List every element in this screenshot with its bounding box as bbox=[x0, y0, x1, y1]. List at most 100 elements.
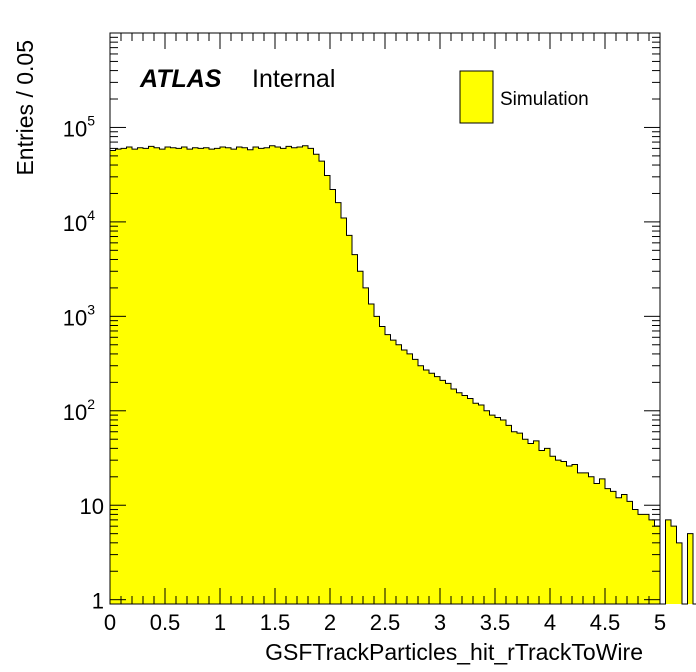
histogram-bin bbox=[324, 175, 331, 604]
histogram-bins bbox=[110, 145, 694, 605]
x-tick-label: 0.5 bbox=[150, 610, 181, 635]
histogram-bin bbox=[616, 497, 622, 604]
histogram-bin bbox=[187, 149, 193, 604]
histogram-bin bbox=[671, 526, 677, 604]
y-tick-label: 104 bbox=[63, 207, 95, 236]
histogram-bin bbox=[390, 340, 397, 604]
histogram-bin bbox=[572, 464, 578, 604]
histogram-bin bbox=[115, 149, 122, 604]
histogram-bin bbox=[214, 148, 221, 604]
histogram-bin bbox=[346, 235, 353, 604]
x-tick-label: 5 bbox=[654, 610, 666, 635]
x-tick-label: 1 bbox=[214, 610, 226, 635]
histogram-bin bbox=[599, 478, 606, 604]
histogram-bin bbox=[649, 519, 655, 604]
atlas-label: ATLAS bbox=[139, 65, 222, 93]
histogram-bin bbox=[665, 519, 672, 604]
histogram-bin bbox=[544, 448, 551, 604]
histogram-bin bbox=[456, 392, 463, 604]
x-tick-label: 2 bbox=[324, 610, 336, 635]
histogram-bin bbox=[352, 254, 358, 604]
y-tick-label: 10 bbox=[80, 494, 104, 519]
histogram-bin bbox=[489, 415, 496, 604]
histogram-bin bbox=[632, 509, 639, 604]
histogram-bin bbox=[209, 149, 215, 604]
x-tick-label: 4.5 bbox=[590, 610, 621, 635]
y-tick-labels: 1 10 102 103 104 105 bbox=[63, 112, 104, 613]
histogram-bin bbox=[500, 419, 507, 604]
histogram-bin bbox=[242, 147, 248, 604]
histogram-bin bbox=[687, 533, 694, 604]
y-tick-label: 103 bbox=[63, 301, 95, 330]
histogram-bin bbox=[407, 353, 413, 604]
histogram-bin bbox=[368, 304, 375, 604]
histogram-bin bbox=[110, 150, 116, 605]
histogram-bin bbox=[539, 450, 545, 604]
histogram-bin bbox=[258, 148, 265, 604]
histogram-bin bbox=[621, 494, 628, 604]
legend-entry-label: Simulation bbox=[500, 89, 589, 110]
histogram-bin bbox=[297, 147, 303, 604]
histogram-bin bbox=[357, 271, 364, 604]
histogram-bin bbox=[159, 149, 166, 604]
x-axis-title: GSFTrackParticles_hit_rTrackToWire bbox=[265, 639, 643, 665]
y-tick-label: 105 bbox=[63, 112, 95, 141]
histogram-bin bbox=[396, 344, 402, 604]
histogram-bin bbox=[280, 148, 287, 604]
x-tick-label: 3.5 bbox=[480, 610, 511, 635]
histogram-bin bbox=[170, 147, 177, 604]
histogram-bin bbox=[517, 433, 523, 604]
histogram-bin bbox=[528, 443, 534, 604]
histogram-bin bbox=[363, 287, 369, 604]
histogram-bin bbox=[132, 149, 138, 604]
histogram-bin bbox=[654, 526, 661, 604]
histogram-bin bbox=[478, 405, 485, 604]
histogram-bin bbox=[676, 542, 683, 604]
histogram-bin bbox=[638, 514, 644, 604]
histogram-bin bbox=[313, 154, 320, 604]
axis-ticks bbox=[109, 32, 661, 605]
histogram-bin bbox=[181, 147, 188, 604]
histogram-bin bbox=[143, 148, 149, 604]
histogram-bin bbox=[594, 483, 600, 604]
histogram-bin bbox=[302, 145, 309, 604]
x-tick-label: 2.5 bbox=[370, 610, 401, 635]
histogram-bin bbox=[148, 146, 155, 604]
histogram-bin bbox=[275, 147, 281, 604]
histogram-bin bbox=[137, 147, 144, 604]
histogram-bin bbox=[588, 476, 595, 604]
histogram-bin bbox=[462, 395, 468, 604]
legend: Simulation bbox=[459, 70, 589, 124]
internal-label: Internal bbox=[252, 65, 335, 93]
histogram-bin bbox=[225, 147, 232, 604]
histogram-bin bbox=[495, 417, 501, 604]
histogram-bin bbox=[467, 398, 474, 604]
histogram-bin bbox=[253, 147, 259, 604]
histogram-outline bbox=[110, 145, 696, 605]
x-tick-label: 0 bbox=[104, 610, 116, 635]
histogram-bin bbox=[440, 380, 446, 604]
histogram-bin bbox=[506, 425, 512, 604]
histogram-bin bbox=[473, 403, 479, 604]
histogram-bin bbox=[247, 149, 254, 604]
histogram-bin bbox=[236, 147, 243, 604]
y-tick-label: 102 bbox=[63, 396, 95, 425]
histogram-bin bbox=[550, 456, 556, 604]
legend-swatch bbox=[459, 70, 494, 124]
histogram-bin bbox=[434, 376, 441, 604]
histogram-bin bbox=[583, 472, 589, 604]
histogram-bin bbox=[231, 149, 237, 604]
x-tick-labels: 0 0.5 1 1.5 2 2.5 3 3.5 4 4.5 5 bbox=[104, 610, 666, 635]
x-tick-label: 3 bbox=[434, 610, 446, 635]
histogram-bin bbox=[610, 491, 617, 604]
histogram-bin bbox=[429, 373, 435, 604]
histogram-bin bbox=[341, 217, 347, 604]
histogram-bin bbox=[643, 514, 650, 604]
histogram-bin bbox=[220, 147, 226, 604]
histogram-bin bbox=[418, 365, 424, 604]
histogram-bin bbox=[627, 501, 633, 604]
histogram-bin bbox=[308, 148, 314, 604]
histogram-bin bbox=[423, 370, 430, 604]
x-tick-label: 1.5 bbox=[260, 610, 291, 635]
histogram-bin bbox=[330, 189, 336, 605]
